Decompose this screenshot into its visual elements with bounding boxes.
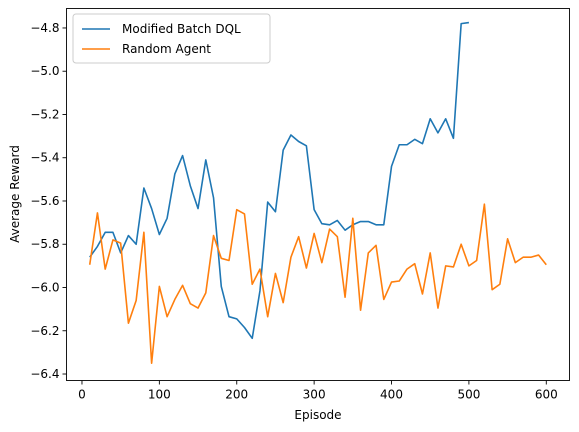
y-tick-label: −6.0 (30, 281, 59, 295)
x-tick-label: 600 (535, 388, 558, 402)
x-tick-label: 100 (148, 388, 171, 402)
y-tick-label: −6.2 (30, 324, 59, 338)
series-layer (88, 21, 547, 365)
y-tick-label: −4.8 (30, 21, 59, 35)
y-tick-label: −5.6 (30, 194, 59, 208)
x-axis-label: Episode (294, 408, 341, 422)
x-tick-label: 400 (380, 388, 403, 402)
series-line-modified-batch-dql (89, 21, 470, 340)
legend-label-random-agent: Random Agent (122, 42, 211, 56)
x-tick-label: 300 (303, 388, 326, 402)
x-tick-label: 0 (78, 388, 86, 402)
y-axis-label: Average Reward (8, 145, 22, 243)
y-axis-ticks: −6.4 −6.2 −6.0 −5.8 −5.6 −5.4 −5.2 −5.0 −4.8 (30, 21, 67, 381)
x-tick-label: 200 (225, 388, 248, 402)
y-tick-label: −6.4 (30, 367, 59, 381)
y-tick-label: −5.4 (30, 151, 59, 165)
legend: Modified Batch DQL Random Agent (72, 13, 271, 64)
y-tick-label: −5.0 (30, 64, 59, 78)
plot-frame (66, 8, 570, 381)
y-tick-label: −5.2 (30, 107, 59, 121)
x-axis-ticks: 0 100 200 300 400 500 600 (78, 380, 558, 402)
series-line-random-agent (88, 203, 547, 365)
legend-label-modified-batch-dql: Modified Batch DQL (122, 22, 241, 36)
legend-box (72, 13, 271, 64)
x-tick-label: 500 (457, 388, 480, 402)
y-tick-label: −5.8 (30, 237, 59, 251)
